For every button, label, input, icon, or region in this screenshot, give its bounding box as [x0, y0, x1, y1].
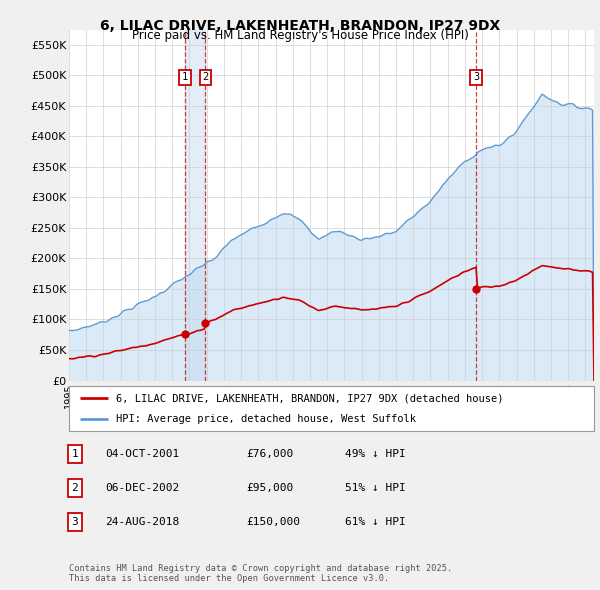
Text: 2: 2	[202, 72, 208, 82]
Text: 2: 2	[71, 483, 79, 493]
Text: 61% ↓ HPI: 61% ↓ HPI	[345, 517, 406, 527]
Text: HPI: Average price, detached house, West Suffolk: HPI: Average price, detached house, West…	[116, 414, 416, 424]
Text: 1: 1	[71, 449, 79, 458]
Text: 6, LILAC DRIVE, LAKENHEATH, BRANDON, IP27 9DX: 6, LILAC DRIVE, LAKENHEATH, BRANDON, IP2…	[100, 19, 500, 33]
Text: Contains HM Land Registry data © Crown copyright and database right 2025.
This d: Contains HM Land Registry data © Crown c…	[69, 563, 452, 583]
Text: £95,000: £95,000	[246, 483, 293, 493]
Text: £76,000: £76,000	[246, 449, 293, 458]
Text: 6, LILAC DRIVE, LAKENHEATH, BRANDON, IP27 9DX (detached house): 6, LILAC DRIVE, LAKENHEATH, BRANDON, IP2…	[116, 394, 504, 404]
Text: 06-DEC-2002: 06-DEC-2002	[105, 483, 179, 493]
Text: 04-OCT-2001: 04-OCT-2001	[105, 449, 179, 458]
Text: Price paid vs. HM Land Registry's House Price Index (HPI): Price paid vs. HM Land Registry's House …	[131, 30, 469, 42]
Bar	[185, 30, 205, 381]
Text: 3: 3	[71, 517, 79, 527]
Text: £150,000: £150,000	[246, 517, 300, 527]
Text: 3: 3	[473, 72, 479, 82]
Text: 49% ↓ HPI: 49% ↓ HPI	[345, 449, 406, 458]
Text: 1: 1	[182, 72, 188, 82]
Text: 24-AUG-2018: 24-AUG-2018	[105, 517, 179, 527]
Text: 51% ↓ HPI: 51% ↓ HPI	[345, 483, 406, 493]
